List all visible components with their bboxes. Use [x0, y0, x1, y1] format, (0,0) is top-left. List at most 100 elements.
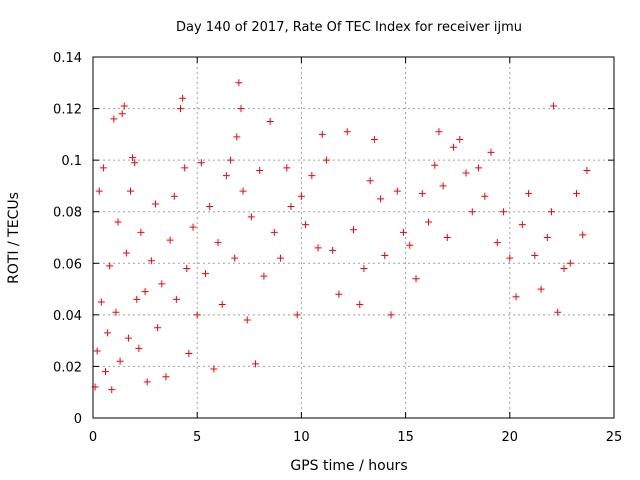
data-point — [193, 311, 201, 319]
data-point — [118, 110, 126, 118]
x-tick-label: 15 — [397, 430, 414, 445]
x-tick-label: 10 — [293, 430, 310, 445]
data-point — [102, 368, 110, 376]
data-point — [172, 295, 180, 303]
data-point — [252, 360, 260, 368]
data-point — [297, 192, 305, 200]
data-point — [450, 143, 458, 151]
data-point — [406, 241, 414, 249]
y-tick-label: 0.06 — [53, 257, 82, 272]
data-point — [560, 264, 568, 272]
x-tick-label: 0 — [89, 430, 97, 445]
data-point — [106, 262, 114, 270]
y-axis-label: ROTI / TECUs — [6, 192, 22, 284]
data-point — [120, 102, 128, 110]
data-point — [566, 259, 574, 267]
data-point — [247, 213, 255, 221]
data-point — [456, 136, 464, 144]
data-point — [266, 117, 274, 125]
data-point — [393, 187, 401, 195]
y-tick-label: 0.12 — [53, 103, 82, 118]
data-point — [181, 164, 189, 172]
y-tick-label: 0.08 — [53, 206, 82, 221]
data-point — [335, 290, 343, 298]
data-point — [543, 234, 551, 241]
data-point — [439, 182, 447, 190]
data-point — [554, 308, 562, 316]
data-point — [343, 128, 351, 136]
data-point — [158, 280, 166, 288]
grid-lines — [93, 57, 614, 418]
data-point — [104, 329, 112, 337]
data-point — [210, 365, 218, 373]
data-point — [110, 115, 118, 123]
data-point — [550, 102, 558, 110]
data-point — [122, 249, 130, 257]
data-point — [314, 244, 322, 252]
data-point — [287, 203, 295, 211]
data-point — [95, 187, 103, 195]
data-point — [293, 311, 301, 319]
data-point — [99, 164, 107, 172]
data-point — [108, 386, 116, 394]
x-axis-label: GPS time / hours — [290, 458, 407, 474]
data-point — [197, 159, 205, 167]
data-point — [243, 316, 251, 324]
data-point — [443, 234, 451, 241]
data-point — [322, 156, 330, 164]
data-point — [475, 164, 483, 172]
x-tick-label: 25 — [606, 430, 623, 445]
data-point — [308, 172, 316, 180]
data-point — [370, 136, 378, 144]
data-point — [202, 270, 210, 278]
data-point — [537, 285, 545, 293]
data-point — [147, 257, 155, 265]
data-point — [412, 275, 420, 283]
data-point — [218, 301, 226, 309]
data-point — [547, 208, 555, 216]
data-point — [256, 166, 264, 174]
data-point — [277, 254, 285, 262]
data-point — [114, 218, 122, 226]
data-point — [270, 228, 278, 236]
y-tick-label: 0.02 — [53, 360, 82, 375]
data-point — [431, 161, 439, 169]
data-point — [500, 208, 508, 216]
chart-title: Day 140 of 2017, Rate Of TEC Index for r… — [176, 20, 522, 35]
data-point — [260, 272, 268, 280]
data-point — [487, 148, 495, 156]
data-point — [177, 105, 185, 113]
data-point — [112, 308, 120, 316]
data-point — [129, 154, 137, 162]
data-point — [481, 192, 489, 200]
data-point — [235, 79, 243, 87]
data-point — [93, 347, 101, 355]
y-tick-label: 0.14 — [53, 51, 82, 66]
data-point — [237, 105, 245, 113]
data-point — [283, 164, 291, 172]
data-point — [329, 246, 337, 254]
data-point — [468, 208, 476, 216]
data-point — [435, 128, 443, 136]
data-point — [162, 373, 170, 381]
y-tick-label: 0.1 — [61, 154, 82, 169]
data-point — [400, 228, 408, 236]
data-point — [214, 239, 222, 247]
data-point — [418, 190, 426, 198]
data-point — [512, 293, 520, 301]
data-point — [206, 203, 214, 211]
data-point — [579, 231, 587, 239]
data-point — [166, 236, 174, 244]
y-tick-label: 0 — [74, 412, 82, 427]
data-point — [572, 190, 580, 198]
data-point — [356, 301, 364, 309]
y-tick-label: 0.04 — [53, 309, 82, 324]
data-point — [127, 187, 135, 195]
data-point — [179, 94, 187, 102]
data-point — [152, 200, 160, 208]
data-point — [137, 228, 145, 236]
data-point — [506, 254, 514, 262]
data-point — [170, 192, 178, 200]
